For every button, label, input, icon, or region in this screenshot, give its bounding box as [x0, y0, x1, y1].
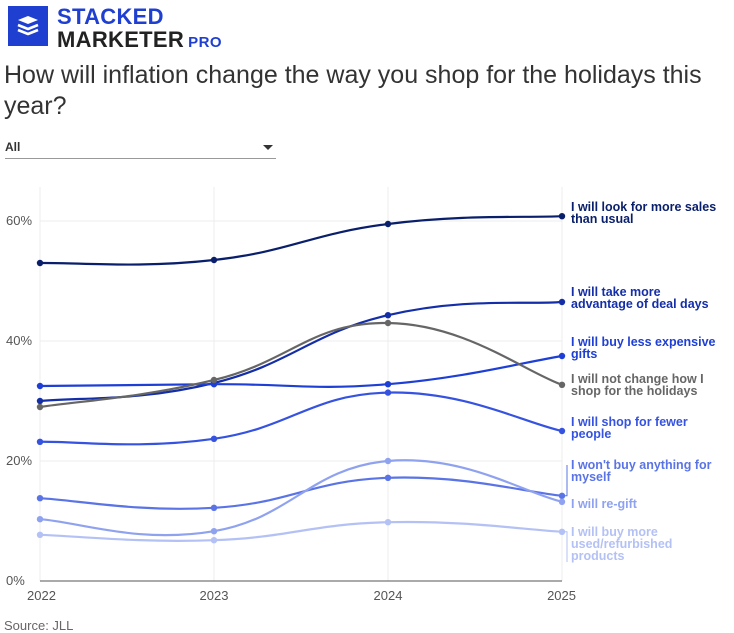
caret-down-icon — [263, 144, 273, 150]
data-point — [558, 381, 566, 388]
data-point — [36, 516, 44, 523]
series-label-line: I will buy more — [571, 525, 658, 539]
brand-line2-text: MARKETER — [57, 27, 185, 52]
y-tick-label: 20% — [6, 453, 32, 468]
series-line — [39, 354, 563, 388]
data-point — [36, 495, 44, 502]
data-point — [36, 382, 44, 390]
data-point — [384, 389, 392, 396]
series-label-line: I will look for more sales — [571, 200, 716, 214]
data-point — [210, 435, 218, 442]
label-connector — [565, 465, 568, 497]
line-chart: 0% 20% 40% 60% 2022 2023 2024 2025 I will look f… — [6, 187, 716, 603]
series-label: I will look for more sales than usual — [571, 200, 716, 226]
data-point — [384, 457, 392, 465]
data-point — [36, 403, 44, 411]
series-label-line: I will buy less expensive — [571, 335, 716, 349]
series-label: I will buy more used/refurbished products — [571, 525, 672, 563]
series-label-line: I won't buy anything for — [571, 458, 712, 472]
x-tick-label: 2024 — [374, 588, 403, 603]
series-label: I will shop for fewer people — [571, 415, 688, 441]
series-line — [39, 391, 563, 446]
label-connector — [565, 531, 568, 562]
stack-logo-icon — [8, 6, 48, 46]
data-point — [384, 220, 392, 228]
chart-title: How will inflation change the way you sh… — [4, 61, 702, 120]
source-note: Source: JLL — [4, 618, 74, 633]
data-point — [558, 213, 566, 220]
data-point — [36, 531, 44, 538]
filter-dropdown[interactable]: All — [5, 136, 276, 159]
y-tick-label: 60% — [6, 213, 32, 228]
data-point — [210, 528, 218, 535]
series-label-line: I will take more — [571, 285, 661, 299]
brand-wordmark: STACKED MARKETER PRO — [57, 6, 222, 51]
series-label: I will buy less expensive gifts — [571, 335, 716, 361]
series-label-line: advantage of deal days — [571, 297, 709, 311]
data-point — [384, 319, 392, 327]
data-point — [558, 298, 566, 306]
series-label-line: used/refurbished — [571, 537, 672, 551]
x-tick-label: 2023 — [200, 588, 229, 603]
brand-line2: MARKETER PRO — [57, 29, 222, 51]
series-label: I will re-gift — [571, 497, 638, 511]
series-label-line: I will not change how I — [571, 372, 704, 386]
data-point — [210, 537, 218, 544]
series-line — [39, 459, 563, 537]
x-tick-label: 2022 — [27, 588, 56, 603]
series-label-line: I will re-gift — [571, 497, 638, 511]
filter-selected-value: All — [5, 140, 21, 154]
data-point — [210, 376, 218, 384]
data-point — [384, 312, 392, 319]
brand-line1: STACKED — [57, 4, 164, 29]
series-label: I won't buy anything for myself — [571, 458, 712, 484]
brand-logo: STACKED MARKETER PRO — [8, 6, 222, 51]
data-point — [558, 352, 566, 360]
x-tick-label: 2025 — [547, 588, 576, 603]
data-point — [384, 519, 392, 526]
series-label: I will take more advantage of deal days — [571, 285, 709, 311]
series-label-line: than usual — [571, 212, 634, 226]
data-point — [558, 528, 566, 535]
series-label-line: I will shop for fewer — [571, 415, 688, 429]
series-label-line: products — [571, 549, 625, 563]
series-line — [39, 321, 563, 409]
series-label-line: shop for the holidays — [571, 384, 697, 398]
series-line — [39, 520, 563, 542]
brand-pro-badge: PRO — [188, 34, 223, 51]
series-label-line: people — [571, 427, 611, 441]
y-tick-label: 0% — [6, 573, 25, 588]
data-point — [36, 259, 44, 267]
data-point — [210, 256, 218, 264]
data-point — [384, 381, 392, 388]
series-label-line: myself — [571, 470, 611, 484]
data-point — [384, 474, 392, 481]
series-label-line: gifts — [571, 347, 597, 361]
data-point — [36, 397, 44, 405]
data-point — [36, 438, 44, 445]
y-tick-label: 40% — [6, 333, 32, 348]
series-line — [39, 215, 563, 266]
data-point — [558, 492, 566, 499]
series-line — [39, 476, 563, 510]
data-point — [558, 427, 566, 435]
data-point — [558, 498, 566, 505]
data-point — [210, 504, 218, 511]
